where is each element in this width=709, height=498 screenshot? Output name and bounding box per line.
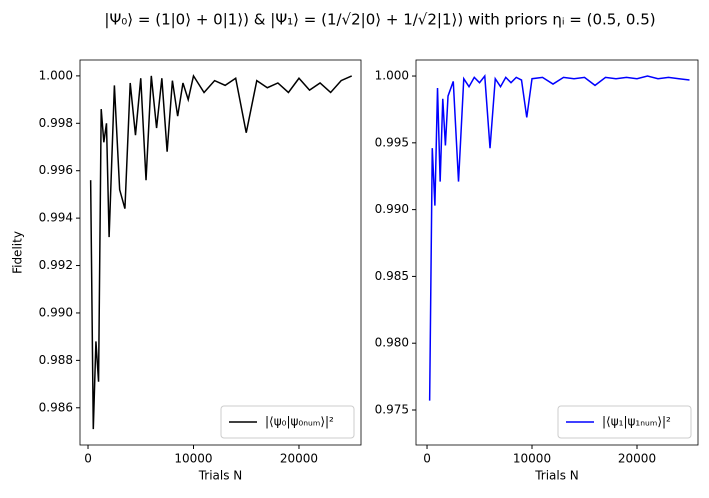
y-tick-label: 1.000 xyxy=(375,69,409,83)
series-line xyxy=(89,73,353,430)
y-tick-label: 0.975 xyxy=(375,403,409,417)
y-tick-label: 0.992 xyxy=(39,258,73,272)
y-tick-label: 0.980 xyxy=(375,336,409,350)
x-tick-label: 20000 xyxy=(280,452,318,466)
axes-frame xyxy=(79,59,362,446)
y-tick-label: 1.000 xyxy=(39,68,73,82)
y-tick-label: 0.985 xyxy=(375,269,409,283)
y-tick-label: 0.990 xyxy=(39,305,73,319)
legend-label: |⟨ψ₁|ψ₁ₙᵤₘ⟩|² xyxy=(602,415,671,429)
y-tick-label: 0.995 xyxy=(375,135,409,149)
legend-box xyxy=(557,405,692,439)
x-tick-label: 0 xyxy=(84,452,92,466)
y-axis-label: Fidelity xyxy=(11,231,25,274)
y-tick-label: 0.996 xyxy=(39,163,73,177)
x-tick-label: 10000 xyxy=(513,452,551,466)
legend-box xyxy=(220,405,355,439)
x-axis-label: Trials N xyxy=(198,469,243,483)
y-tick-label: 0.994 xyxy=(39,211,73,225)
axes-frame xyxy=(415,59,699,446)
x-tick-label: 10000 xyxy=(174,452,212,466)
x-tick-label: 20000 xyxy=(618,452,656,466)
x-tick-label: 0 xyxy=(423,452,431,466)
y-tick-label: 0.990 xyxy=(375,202,409,216)
y-tick-label: 0.998 xyxy=(39,116,73,130)
legend-label: |⟨ψ₀|ψ₀ₙᵤₘ⟩|² xyxy=(265,415,334,429)
y-tick-label: 0.986 xyxy=(39,400,73,414)
series-line xyxy=(428,74,690,401)
y-tick-label: 0.988 xyxy=(39,353,73,367)
figure-title: |Ψ₀⟩ = (1|0⟩ + 0|1⟩) & |Ψ₁⟩ = (1/√2|0⟩ +… xyxy=(104,11,655,29)
x-axis-label: Trials N xyxy=(534,469,579,483)
